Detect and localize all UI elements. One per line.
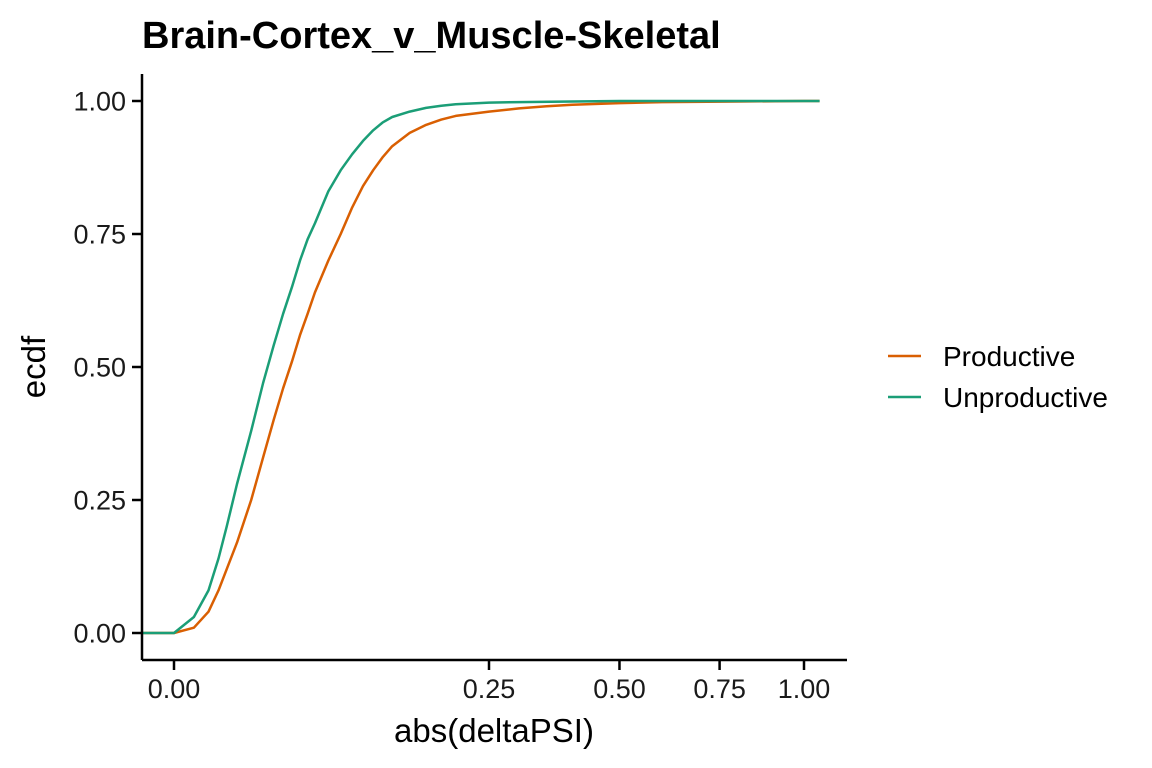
y-tick-label: 0.00 (73, 619, 126, 649)
y-axis-ticks: 0.00 0.25 0.50 0.75 1.00 (73, 87, 142, 649)
series-line-unproductive (142, 99, 820, 635)
y-tick-label: 0.50 (73, 353, 126, 383)
x-tick-label: 0.50 (593, 674, 646, 704)
plot-area: 0.00 0.25 0.50 0.75 1.00 0.00 0.25 0.50 0.75 1.0… (73, 74, 847, 704)
legend: Productive Unproductive (888, 341, 1108, 413)
y-tick-label: 0.25 (73, 486, 126, 516)
legend-label-productive: Productive (943, 341, 1075, 372)
x-tick-label: 0.75 (693, 674, 746, 704)
y-axis-title: ecdf (15, 335, 52, 398)
series-line-productive (142, 99, 820, 635)
x-axis-title: abs(deltaPSI) (394, 712, 594, 749)
y-tick-label: 1.00 (73, 87, 126, 117)
chart-title: Brain-Cortex_v_Muscle-Skeletal (142, 15, 721, 57)
x-tick-label: 0.25 (463, 674, 516, 704)
x-axis-ticks: 0.00 0.25 0.50 0.75 1.00 (148, 660, 831, 704)
x-tick-label: 0.00 (148, 674, 201, 704)
legend-label-unproductive: Unproductive (943, 382, 1108, 413)
y-tick-label: 0.75 (73, 220, 126, 250)
series-lines (142, 99, 820, 635)
x-tick-label: 1.00 (778, 674, 831, 704)
